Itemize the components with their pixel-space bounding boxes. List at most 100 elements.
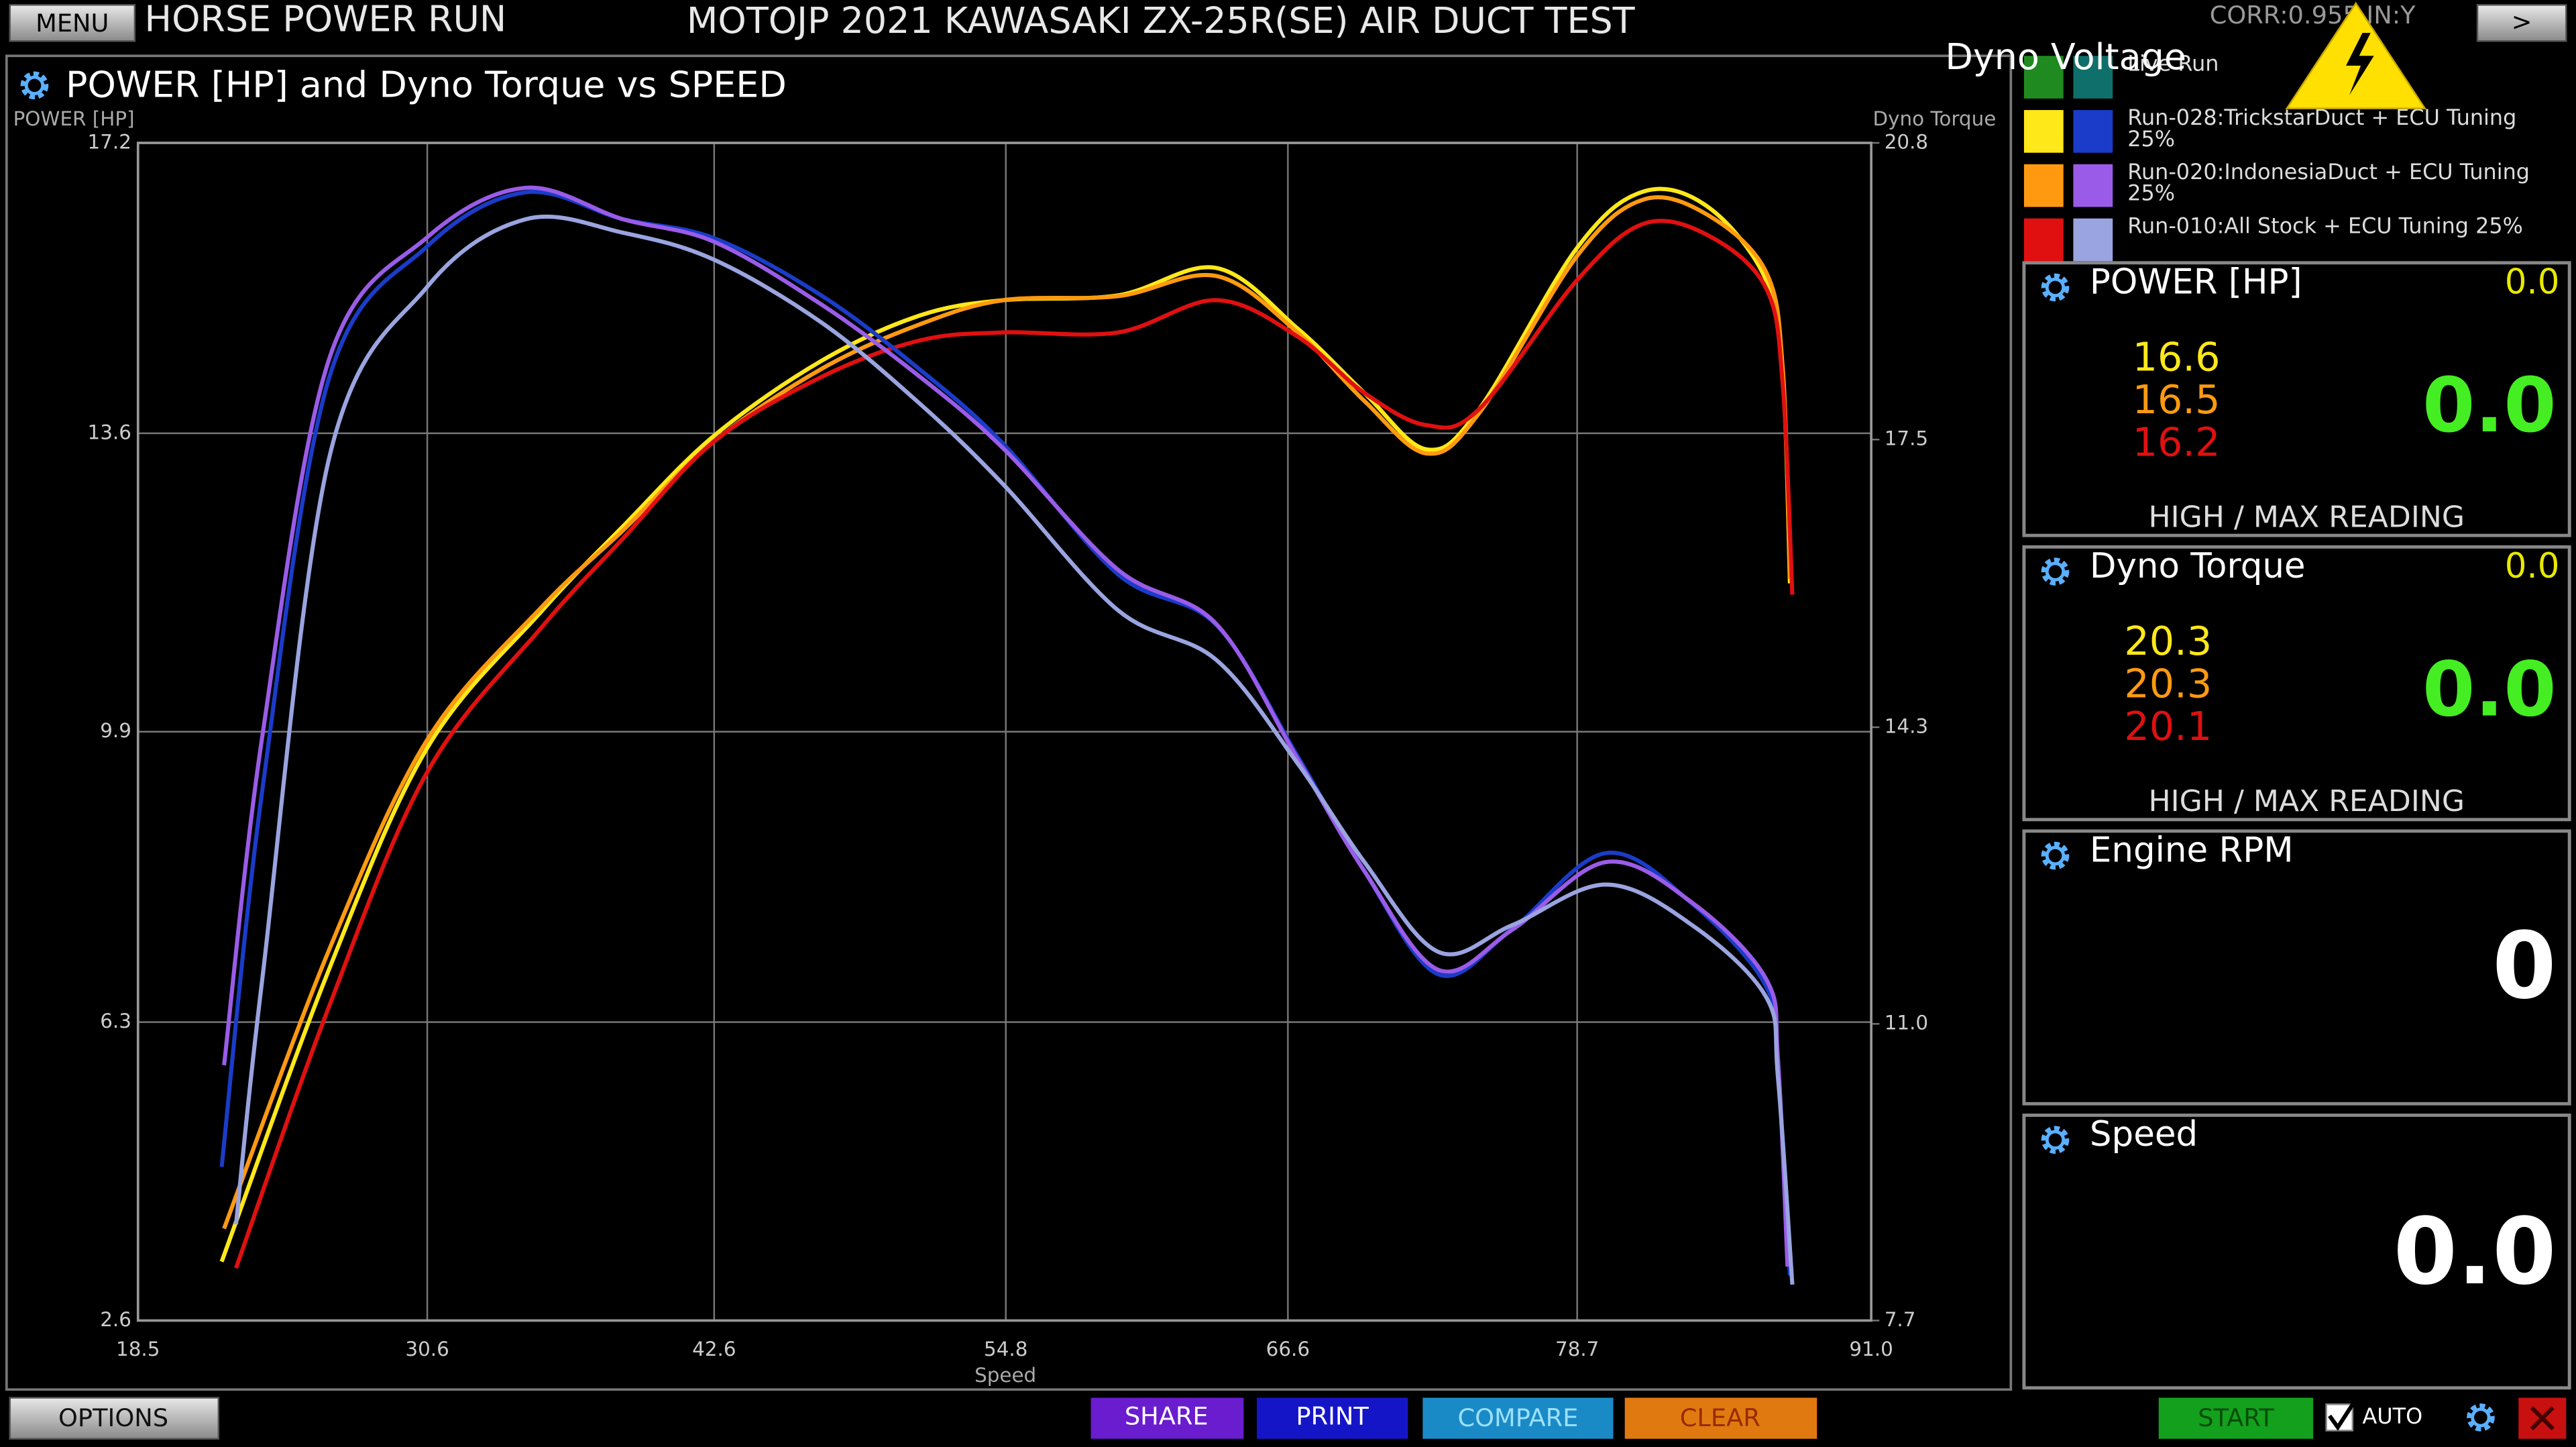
y-tick-label: 17.2 [88,131,131,154]
big-value: 0.0 [2422,361,2557,449]
x-tick-label: 91.0 [1849,1338,1893,1360]
share-label[interactable]: SHARE [1125,1401,1209,1430]
high-reading: 16.2 [2133,419,2221,466]
panel-title: Dyno Torque [2090,546,2306,586]
legend-swatch [2023,164,2064,207]
torque-panel: Dyno Torque 0.0 20.3 20.3 20.1 0.0 HIGH … [2022,545,2571,822]
compare-label[interactable]: COMPARE [1457,1403,1578,1432]
y2-tick-label: 17.5 [1885,427,1928,450]
y2-tick-label: 7.7 [1885,1308,1916,1331]
speed-panel: Speed 0.0 [2022,1113,2571,1390]
panel-title: Speed [2090,1114,2198,1155]
next-label[interactable]: > [2512,7,2532,36]
chart-settings[interactable] [24,74,46,96]
chart-title: POWER [HP] and Dyno Torque vs SPEED [66,63,787,105]
chart-panel [5,54,2013,1391]
auto-checkbox[interactable] [2325,1398,2358,1432]
series-line [219,186,1792,1263]
menu-button[interactable] [9,4,136,42]
clear-label[interactable]: CLEAR [1680,1403,1760,1432]
alert-label: Dyno Voltage [1945,36,2186,78]
legend-label: Run-028:TrickstarDuct + ECU Tuning 25% [2127,108,2517,153]
high-reading: 16.6 [2133,333,2221,380]
legend-label: Live Run [2127,54,2219,78]
menu-label[interactable]: MENU [36,9,109,38]
share-button[interactable] [1090,1397,1244,1439]
x-tick-label: 18.5 [116,1338,160,1360]
y2-tick-label: 14.3 [1885,715,1928,738]
x-tick-label: 54.8 [984,1338,1027,1360]
high-reading: 20.3 [2124,661,2212,707]
y2-tick-label: 20.8 [1885,131,1928,154]
panel-frame [2022,1113,2571,1390]
panel-footer: HIGH / MAX READING [2148,500,2465,535]
legend-entry: Run-020:IndonesiaDuct + ECU Tuning 25% [2127,162,2530,207]
y2-axis-label: Dyno Torque [1872,107,1996,130]
legend-swatch [2073,218,2113,262]
legend-entry: Run-028:TrickstarDuct + ECU Tuning 25% [2127,108,2517,153]
legend-entry: Live Run [2127,54,2219,78]
rpm-panel: Engine RPM 0 [2022,829,2571,1106]
legend-entry: Run-010:All Stock + ECU Tuning 25% [2127,217,2523,240]
panel-title: Engine RPM [2090,830,2294,871]
panel-title: POWER [HP] [2090,262,2302,303]
print-label[interactable]: PRINT [1296,1401,1369,1430]
panel-settings[interactable] [2045,845,2066,867]
big-value: 0 [2492,913,2556,1020]
y-tick-label: 13.6 [88,421,131,443]
power-panel: POWER [HP] 0.0 16.6 16.5 16.2 0.0 HIGH /… [2022,261,2571,537]
correction: CORR:0.955 IN:Y [2210,1,2416,30]
big-value: 0.0 [2394,1199,2557,1305]
warning-icon [2285,1,2426,109]
start-label[interactable]: START [2198,1403,2274,1432]
y2-tick-label: 11.0 [1885,1012,1928,1034]
start-button[interactable] [2158,1397,2314,1439]
panel-settings[interactable] [2045,561,2066,582]
next-button[interactable] [2476,4,2567,42]
high-reading: 20.1 [2124,703,2212,749]
current-value: 0.0 [2505,262,2560,303]
mode-title: HORSE POWER RUN [145,0,507,40]
compare-button[interactable] [1422,1397,1614,1439]
panel-footer: HIGH / MAX READING [2148,784,2465,818]
panel-frame [2022,261,2571,537]
high-reading: 20.3 [2124,618,2212,664]
x-tick-label: 66.6 [1266,1338,1310,1360]
legend-swatch [2023,110,2064,153]
panel-frame [2022,829,2571,1106]
plot: 18.5 30.6 42.6 54.8 66.6 78.7 91.0 2.6 6.3 9.9 13.… [88,131,1929,1361]
options-button[interactable] [9,1397,220,1440]
close-button[interactable] [2518,1397,2567,1439]
series-line [222,195,1792,1230]
y-tick-label: 9.9 [100,719,131,742]
run-title: MOTOJP 2021 KAWASAKI ZX-25R(SE) AIR DUCT… [687,0,1636,42]
legend-label: Run-020:IndonesiaDuct + ECU Tuning 25% [2127,162,2530,207]
panel-settings[interactable] [2045,277,2066,299]
x-axis-label: Speed [974,1364,1036,1387]
series-line [222,185,1790,1267]
legend-swatch [2023,56,2064,99]
legend: Live Run Run-028:TrickstarDuct + ECU Tuni… [2023,54,2530,262]
y-tick-label: 2.6 [100,1308,131,1331]
legend-label: Run-010:All Stock + ECU Tuning 25% [2127,217,2523,240]
current-value: 0.0 [2505,546,2560,586]
x-tick-label: 78.7 [1555,1338,1599,1360]
auto-label[interactable]: AUTO [2363,1403,2423,1429]
plot-border [136,142,1872,1322]
legend-swatch [2073,164,2113,207]
series-line [233,214,1795,1285]
clear-button[interactable] [1624,1397,1817,1439]
options-label[interactable]: OPTIONS [58,1403,168,1432]
y-axis-label: POWER [HP] [13,107,135,130]
panel-frame [2022,545,2571,822]
series-line [234,219,1795,1269]
legend-swatch [2073,56,2113,99]
print-button[interactable] [1256,1397,1408,1439]
legend-swatch [2073,110,2113,153]
settings-button[interactable] [2470,1407,2491,1428]
panel-settings[interactable] [2045,1129,2066,1150]
y-tick-label: 6.3 [100,1010,131,1032]
